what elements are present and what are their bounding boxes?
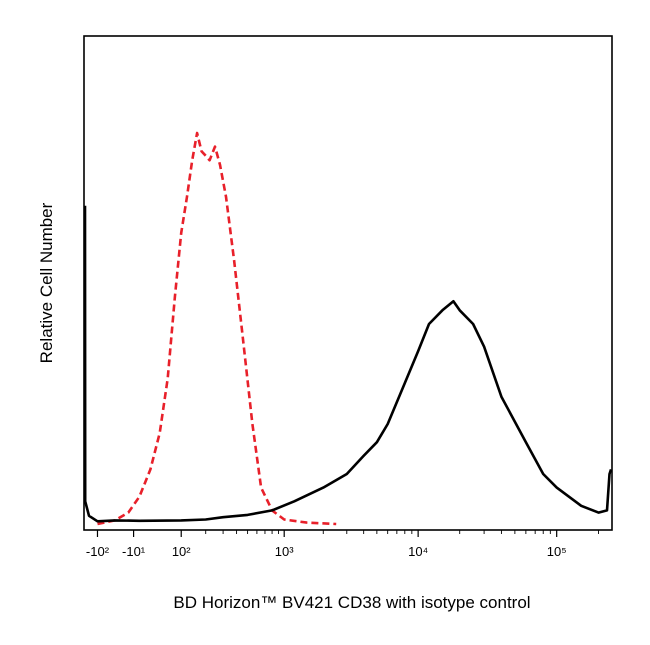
x-axis-label: BD Horizon™ BV421 CD38 with isotype cont… xyxy=(173,593,530,612)
x-tick-label: 10³ xyxy=(275,544,294,559)
x-axis-ticks: -10² -10¹ 10² 10³ 10⁴ 10⁵ xyxy=(86,530,599,559)
series-layer xyxy=(83,131,613,526)
x-tick-label: 10⁵ xyxy=(547,544,567,559)
x-tick-label: 10² xyxy=(172,544,191,559)
y-axis-label: Relative Cell Number xyxy=(37,202,56,363)
cd38-histogram xyxy=(83,205,613,523)
isotype-control-histogram xyxy=(97,131,337,526)
x-tick-label: -10¹ xyxy=(122,544,146,559)
x-tick-label: 10⁴ xyxy=(408,544,428,559)
x-tick-label: -10² xyxy=(86,544,110,559)
